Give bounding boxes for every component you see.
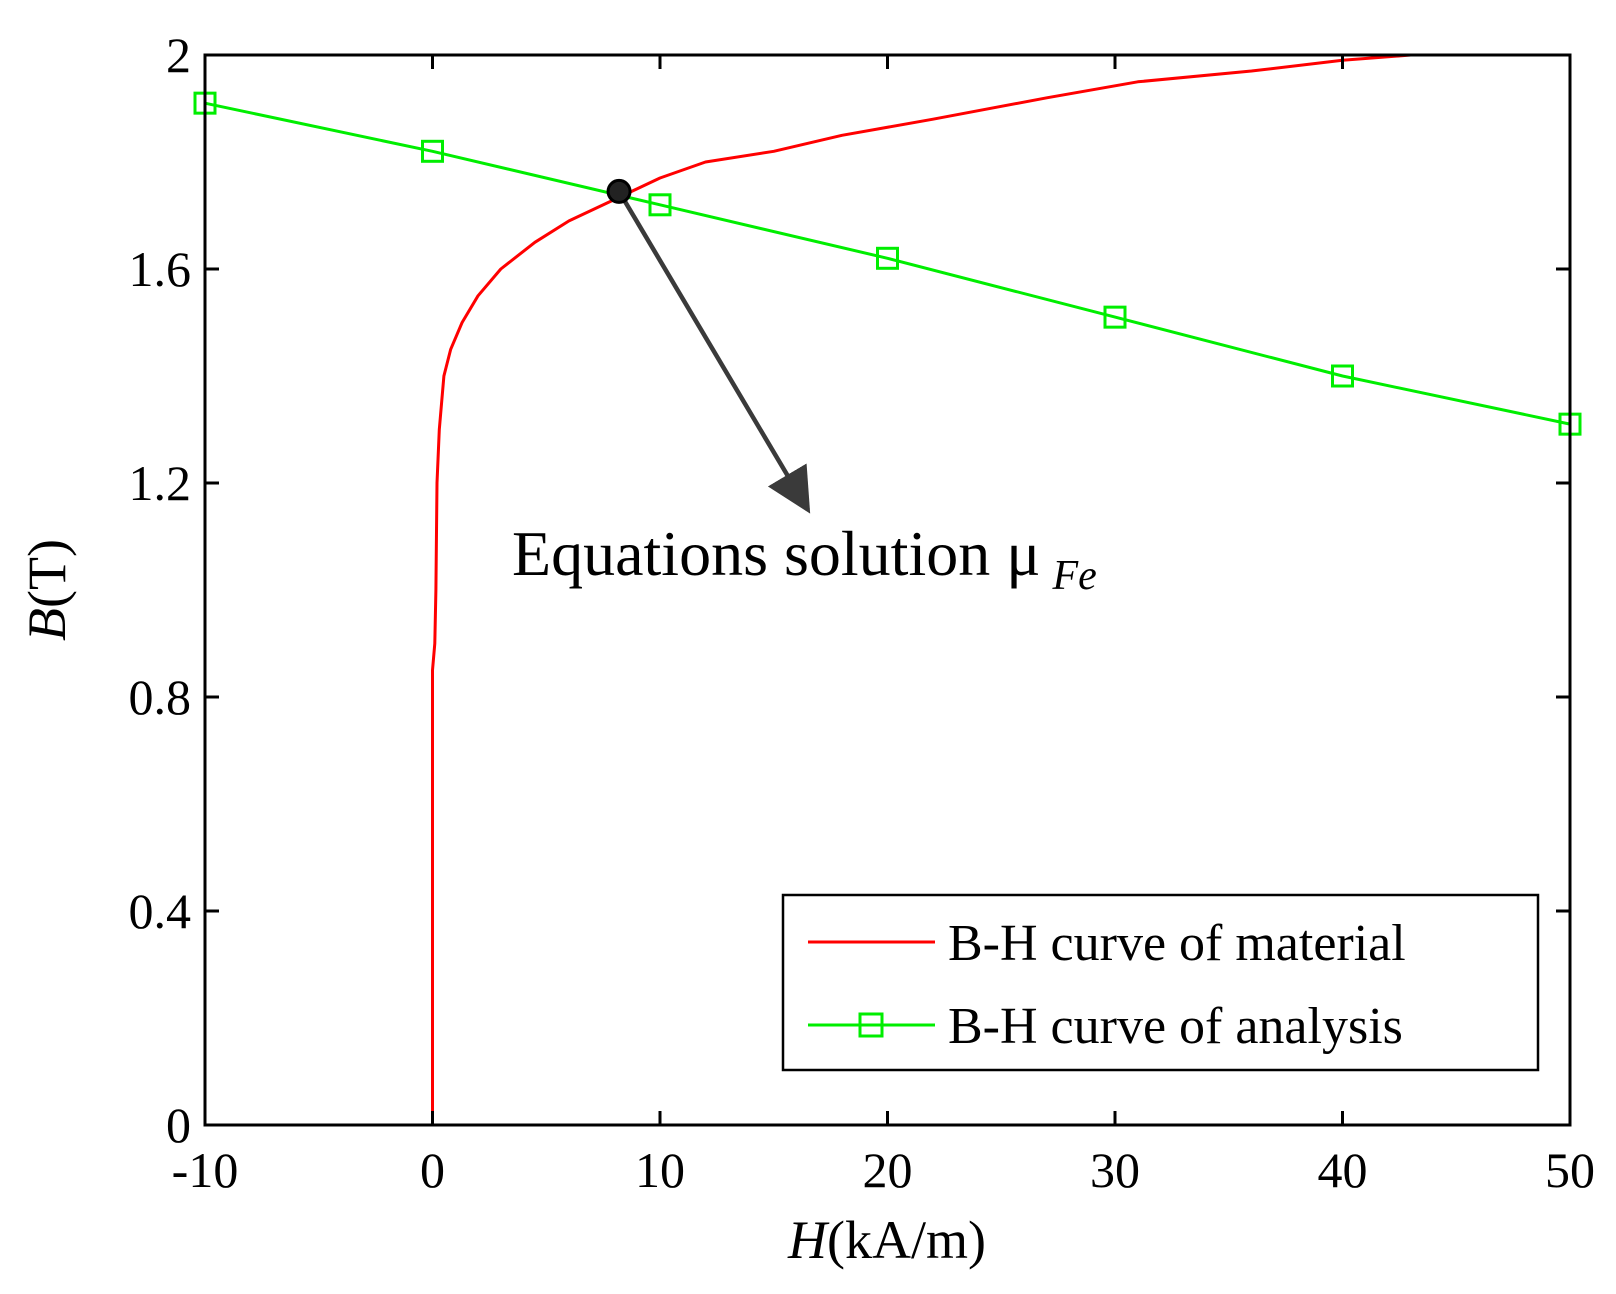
- y-tick-label: 0.4: [129, 883, 192, 939]
- annotation-layer: Equations solution μ Fe: [512, 178, 1097, 599]
- y-tick-label: 1.2: [129, 455, 192, 511]
- series-1-marker: [421, 139, 444, 163]
- legend-label-analysis: B-H curve of analysis: [948, 998, 1403, 1055]
- legend-swatch-analysis-marker: [858, 1012, 884, 1038]
- annotation-subscript: Fe: [1052, 553, 1097, 599]
- series-line-0: [431, 53, 1411, 1125]
- x-axis-var: H: [787, 1210, 830, 1270]
- x-tick-label: 40: [1318, 1142, 1368, 1198]
- y-tick-label: 0.8: [129, 669, 192, 725]
- solution-point-marker: [606, 178, 632, 204]
- x-tick-label: 30: [1090, 1142, 1140, 1198]
- series-line-1: [204, 101, 1571, 426]
- annotation-main-text: Equations solution μ: [512, 518, 1041, 589]
- series-1-marker: [876, 246, 899, 270]
- series-1-marker: [1331, 364, 1354, 388]
- annotation-label: Equations solution μ Fe: [512, 518, 1097, 599]
- y-axis-unit: (T): [17, 539, 77, 608]
- x-tick-label: 10: [635, 1142, 685, 1198]
- series-1-marker: [1103, 305, 1127, 329]
- x-axis-label: H(kA/m): [787, 1210, 986, 1270]
- x-tick-label: 50: [1545, 1142, 1595, 1198]
- x-tick-label: 0: [420, 1142, 445, 1198]
- x-axis-unit: (kA/m): [827, 1210, 986, 1270]
- y-tick-label: 1.6: [129, 241, 192, 297]
- x-tick-label: -10: [172, 1142, 239, 1198]
- y-tick-label: 0: [166, 1097, 191, 1153]
- legend-label-material: B-H curve of material: [948, 915, 1406, 972]
- y-axis-label: B(T): [17, 539, 77, 641]
- series-1-marker: [648, 193, 672, 217]
- legend-box: [781, 893, 1540, 1072]
- legend: B-H curve of material B-H curve of analy…: [781, 893, 1540, 1072]
- y-tick-label: 2: [166, 27, 191, 83]
- annotation-arrow: [617, 190, 811, 514]
- x-tick-label: 20: [863, 1142, 913, 1198]
- y-axis-var: B: [17, 608, 77, 641]
